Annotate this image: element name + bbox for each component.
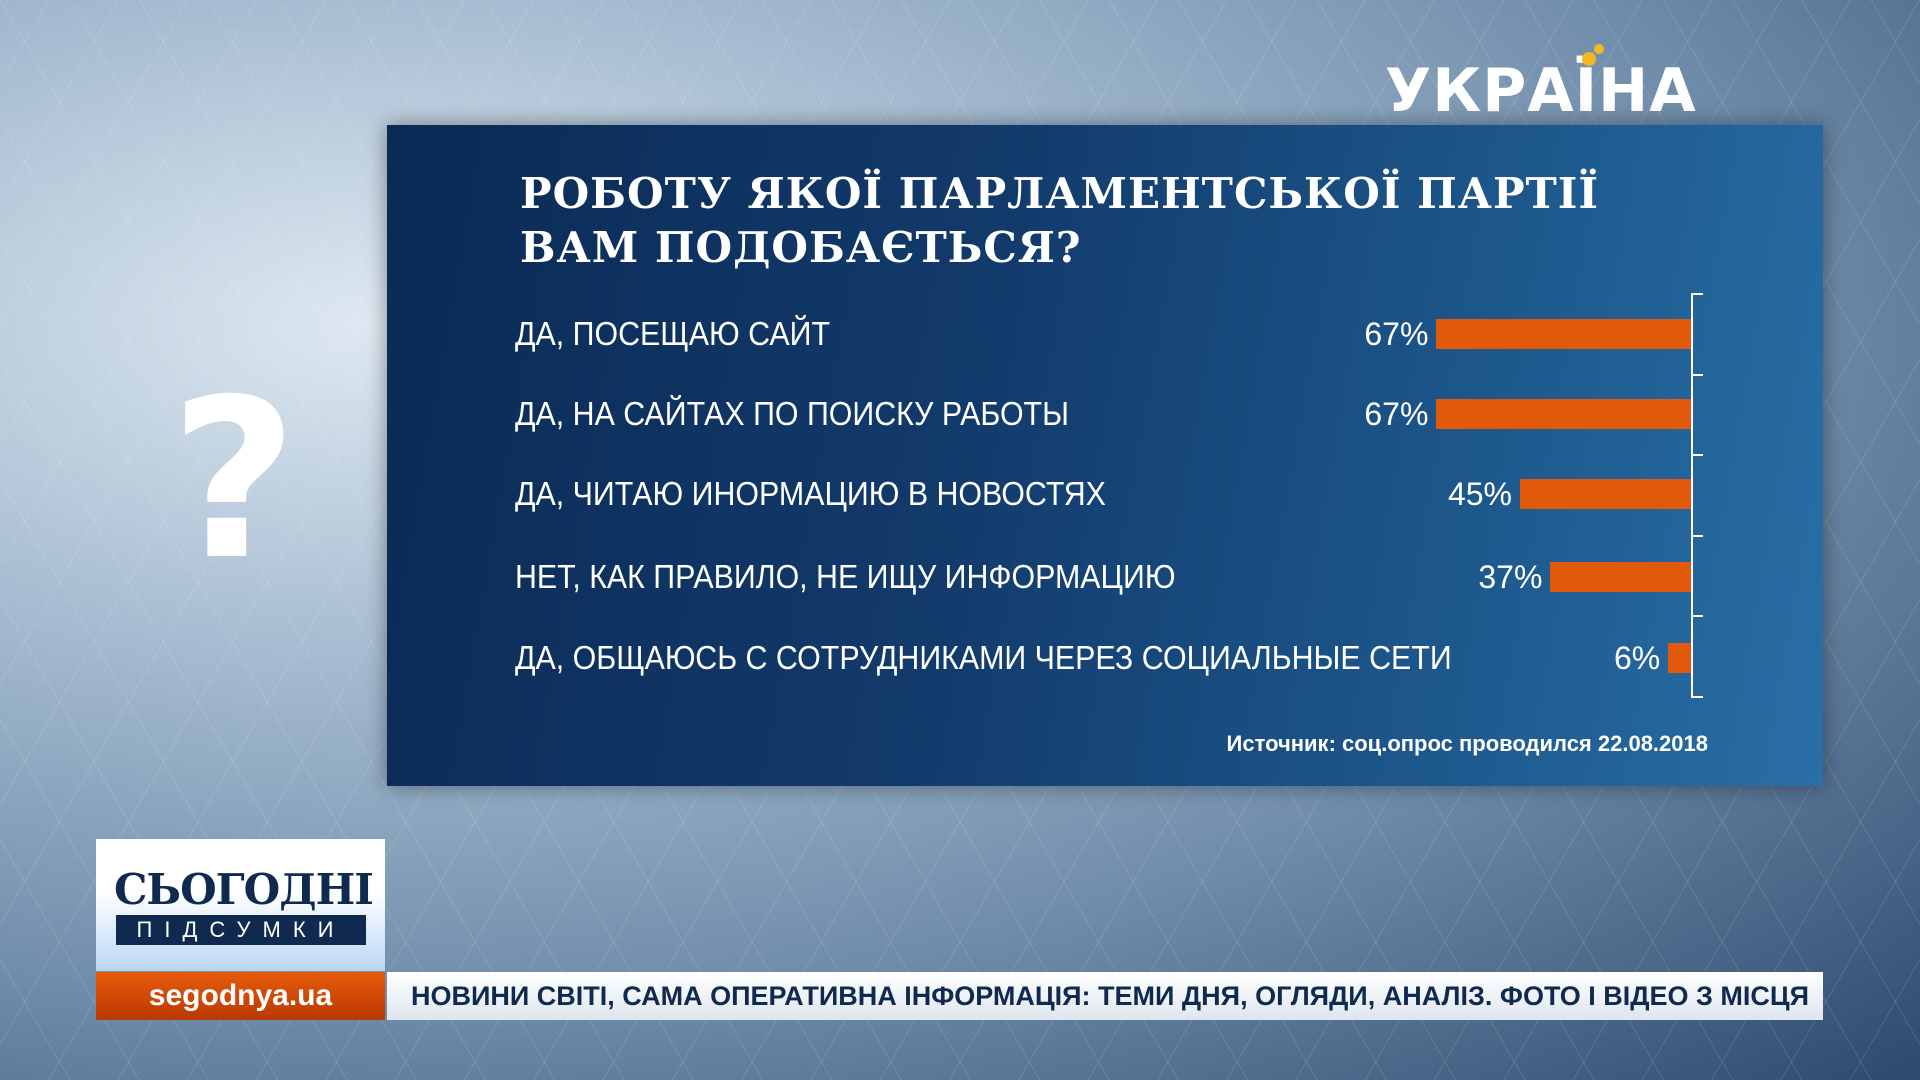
title-line: РОБОТУ ЯКОЇ ПАРЛАМЕНТСЬКОЇ ПАРТІЇ [520,169,1600,218]
question-mark-icon: ? [170,352,298,608]
axis-line [1691,293,1693,697]
value-label: 37% [1478,559,1543,595]
axis-tick [1691,696,1703,698]
source-note: Источник: соц.опрос проводился 22.08.201… [1226,731,1708,756]
category-label: ДА, ОБЩАЮСЬ С СОТРУДНИКАМИ ЧЕРЕЗ СОЦИАЛЬ… [515,639,1452,676]
category-label: ДА, ЧИТАЮ ИНОРМАЦИЮ В НОВОСТЯХ [515,475,1106,512]
value-label: 67% [1364,396,1429,432]
bar-row: ДА, НА САЙТАХ ПО ПОИСКУ РАБОТЫ 67% [387,394,1823,434]
category-label: НЕТ, КАК ПРАВИЛО, НЕ ИЩУ ИНФОРМАЦИЮ [515,558,1176,595]
axis-tick [1691,534,1703,537]
bar [1668,643,1691,673]
logo-line1: СЬОГОДНІ [114,865,374,914]
axis-tick [1691,293,1703,295]
category-label: ДА, ПОСЕЩАЮ САЙТ [515,315,830,352]
bar [1436,319,1691,349]
bar [1550,562,1691,592]
bar-row: ДА, ОБЩАЮСЬ С СОТРУДНИКАМИ ЧЕРЕЗ СОЦИАЛЬ… [387,638,1823,678]
value-label: 67% [1364,316,1429,352]
ticker-text: НОВИНИ СВІТІ, САМА ОПЕРАТИВНА ІНФОРМАЦІЯ… [411,981,1810,1011]
axis-tick [1691,373,1703,376]
value-label: 6% [1613,640,1661,676]
logo-dot [1582,52,1596,66]
axis-tick [1691,454,1703,457]
news-ticker: НОВИНИ СВІТІ, САМА ОПЕРАТИВНА ІНФОРМАЦІЯ… [387,972,1823,1020]
chart-panel: РОБОТУ ЯКОЇ ПАРЛАМЕНТСЬКОЇ ПАРТІЇ ВАМ ПО… [387,125,1823,786]
title-line: ВАМ ПОДОБАЄТЬСЯ? [520,223,1082,272]
bar [1520,479,1691,509]
bar [1436,399,1691,429]
category-label: ДА, НА САЙТАХ ПО ПОИСКУ РАБОТЫ [515,395,1069,432]
bar-row: ДА, ЧИТАЮ ИНОРМАЦИЮ В НОВОСТЯХ 45% [387,474,1823,514]
logo-line2: ПІДСУМКИ [116,915,366,945]
show-logo: СЬОГОДНІ ПІДСУМКИ [96,839,385,971]
bar-row: ДА, ПОСЕЩАЮ САЙТ 67% [387,314,1823,354]
bar-row: НЕТ, КАК ПРАВИЛО, НЕ ИЩУ ИНФОРМАЦИЮ 37% [387,557,1823,597]
channel-logo: УКРАЇНА [1385,56,1697,126]
logo-dot [1594,44,1604,54]
axis-tick [1691,615,1703,618]
site-link[interactable]: segodnya.ua [96,972,385,1020]
value-label: 45% [1447,476,1512,512]
chart-title: РОБОТУ ЯКОЇ ПАРЛАМЕНТСЬКОЇ ПАРТІЇ ВАМ ПО… [520,167,1599,275]
